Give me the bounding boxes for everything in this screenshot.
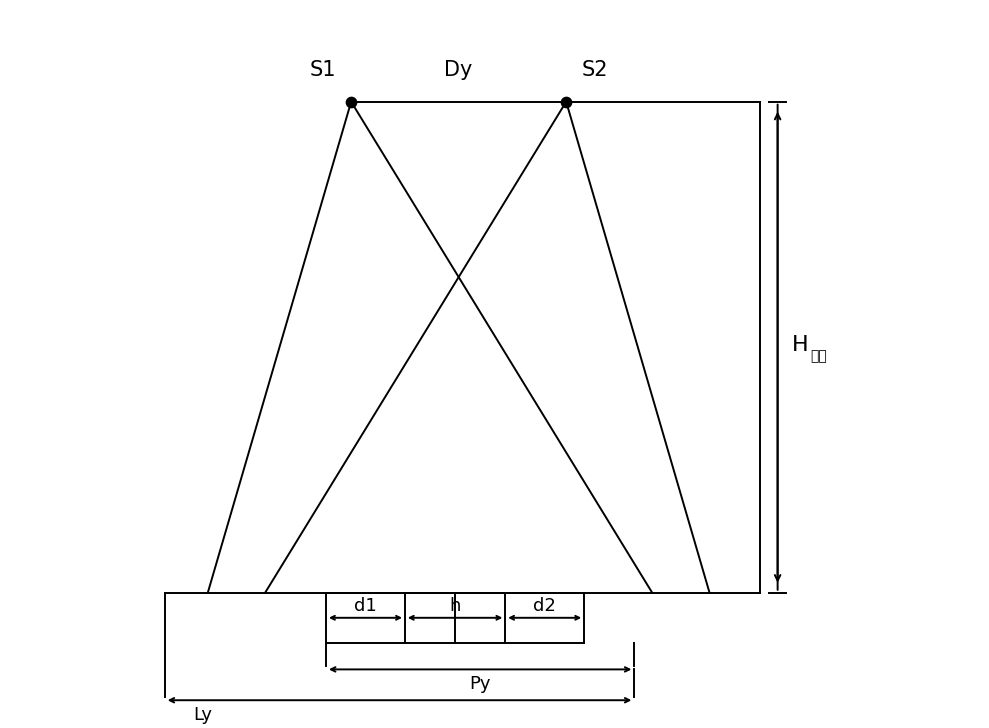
Text: h: h <box>449 597 461 615</box>
Text: Ly: Ly <box>194 706 213 724</box>
Text: d1: d1 <box>354 597 377 615</box>
Text: H: H <box>792 336 809 355</box>
Point <box>343 96 359 108</box>
Text: S1: S1 <box>310 60 335 80</box>
Point <box>558 96 574 108</box>
Text: d2: d2 <box>533 597 556 615</box>
Text: 摄影: 摄影 <box>810 349 827 363</box>
Text: Dy: Dy <box>444 60 473 80</box>
Text: Py: Py <box>470 675 491 693</box>
Text: S2: S2 <box>582 60 608 80</box>
